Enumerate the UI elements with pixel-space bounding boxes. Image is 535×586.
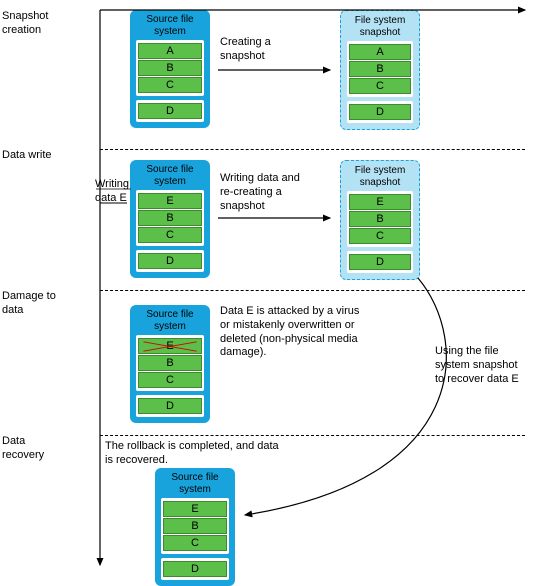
block-e: E [138, 193, 202, 209]
label-creating: Creating asnapshot [220, 36, 271, 64]
block-e: E [163, 501, 227, 517]
label-using-snapshot: Using the filesystem snapshotto recover … [435, 345, 530, 386]
stage-snapshot-creation: Snapshotcreation [2, 10, 48, 38]
block-c: C [138, 77, 202, 93]
source-title-r3: Source filesystem [136, 309, 204, 332]
snapshot-title-r2: File systemsnapshot [347, 165, 413, 188]
block-c: C [138, 227, 202, 243]
label-writing-e: Writingdata E [95, 178, 131, 206]
block-d: D [349, 254, 411, 270]
arrows-overlay [0, 0, 535, 573]
block-d: D [138, 398, 202, 414]
block-c: C [163, 535, 227, 551]
source-box-r3: Source filesystem E B C D [130, 305, 210, 423]
snapshot-box-r2: File systemsnapshot E B C D [340, 160, 420, 280]
source-box-r4: Source filesystem E B C D [155, 468, 235, 586]
source-box-r2: Source filesystem E B C D [130, 160, 210, 278]
snapshot-title-r1: File systemsnapshot [347, 15, 413, 38]
source-title-r4: Source filesystem [161, 472, 229, 495]
snapshot-box-r1: File systemsnapshot A B C D [340, 10, 420, 130]
block-b: B [349, 211, 411, 227]
block-d: D [138, 103, 202, 119]
block-e: E [349, 194, 411, 210]
block-b: B [138, 60, 202, 76]
block-d: D [349, 104, 411, 120]
divider-3 [100, 435, 525, 436]
block-b: B [138, 210, 202, 226]
label-attacked: Data E is attacked by a virusor mistaken… [220, 305, 380, 360]
divider-2 [100, 290, 525, 291]
block-b: B [163, 518, 227, 534]
block-a: A [349, 44, 411, 60]
source-title-r1: Source filesystem [136, 14, 204, 37]
label-rollback-done: The rollback is completed, and datais re… [105, 440, 305, 468]
block-d: D [138, 253, 202, 269]
label-writing-recreate: Writing data andre-creating asnapshot [220, 172, 300, 213]
stage-damage-to-data: Damage todata [2, 290, 56, 318]
divider-1 [100, 149, 525, 150]
block-b: B [138, 355, 202, 371]
block-a: A [138, 43, 202, 59]
block-d: D [163, 561, 227, 577]
block-c: C [349, 78, 411, 94]
block-e-damaged: E [138, 338, 202, 354]
source-title-r2: Source filesystem [136, 164, 204, 187]
block-c: C [138, 372, 202, 388]
stage-data-recovery: Datarecovery [2, 435, 44, 463]
stage-data-write: Data write [2, 149, 52, 163]
source-box-r1: Source filesystem A B C D [130, 10, 210, 128]
block-c: C [349, 228, 411, 244]
block-b: B [349, 61, 411, 77]
